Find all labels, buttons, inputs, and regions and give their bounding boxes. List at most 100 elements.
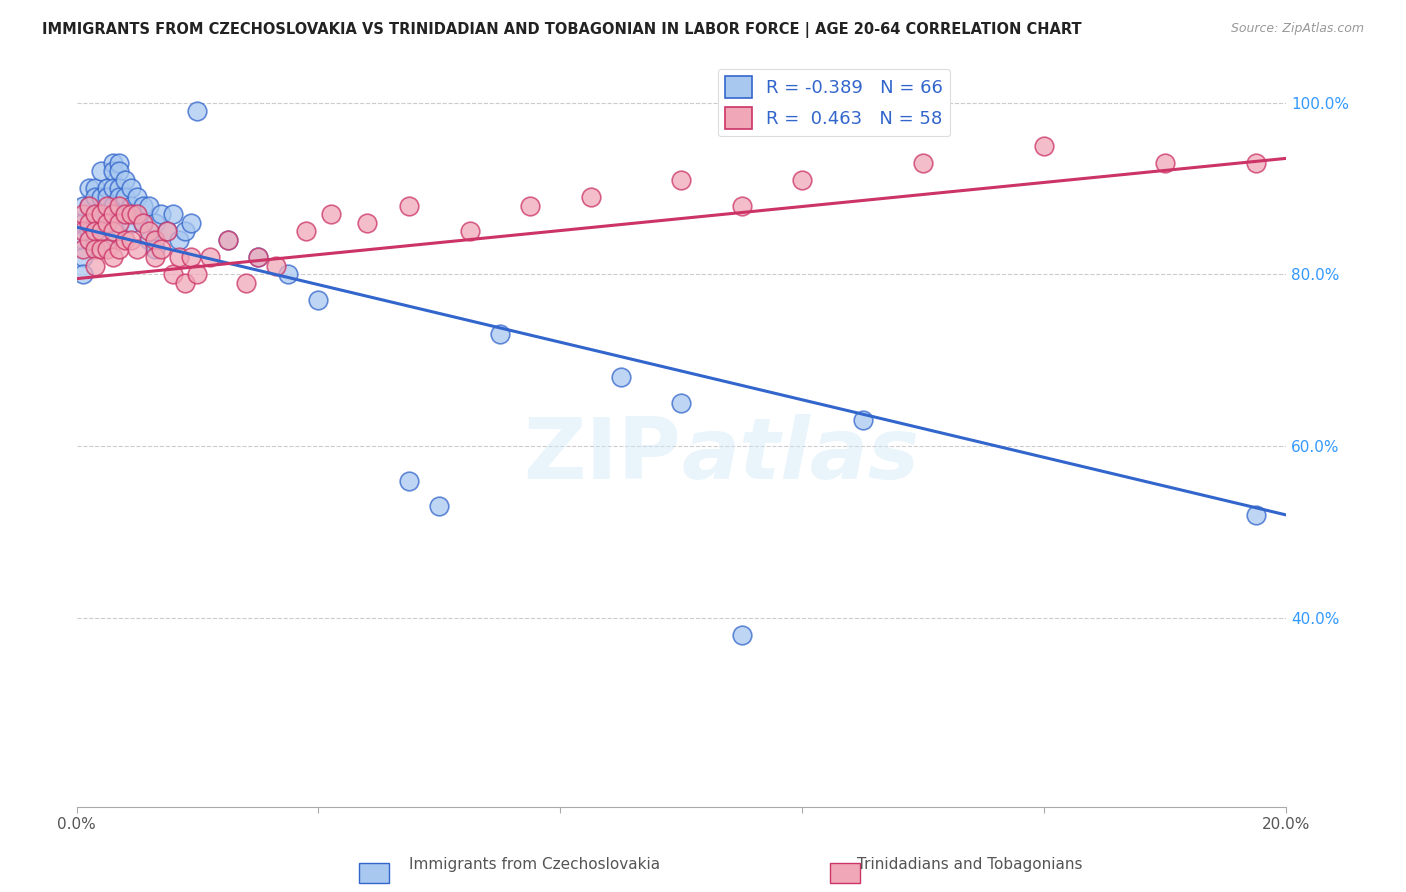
Point [72,216,94,230]
Point [77,199,100,213]
Point [156,224,179,238]
Point [912,155,935,169]
Text: Immigrants from Czechoslovakia: Immigrants from Czechoslovakia [409,857,659,872]
Point [162,268,184,282]
Point [143,242,166,256]
Point [96,216,118,230]
Point [96,181,118,195]
Point [72,199,94,213]
Point [101,181,124,195]
Point [114,207,136,221]
Point [108,190,131,204]
Point [132,199,155,213]
Point [398,199,420,213]
Text: atlas: atlas [682,414,920,497]
Text: Source: ZipAtlas.com: Source: ZipAtlas.com [1230,22,1364,36]
Point [83,207,105,221]
Point [180,216,202,230]
Text: Trinidadians and Tobagonians: Trinidadians and Tobagonians [858,857,1083,872]
Point [96,216,118,230]
Point [83,242,105,256]
Point [90,224,112,238]
Point [138,233,160,247]
Point [174,224,197,238]
Point [180,250,202,264]
Point [120,207,142,221]
Point [731,199,754,213]
Point [319,207,342,221]
Point [138,224,160,238]
Point [114,207,136,221]
Point [96,242,118,256]
Point [235,276,257,290]
Point [120,233,142,247]
Point [72,242,94,256]
Point [1154,155,1177,169]
Point [125,242,148,256]
Point [83,216,105,230]
Point [101,207,124,221]
Point [77,199,100,213]
Point [162,207,184,221]
Point [90,164,112,178]
Point [108,199,131,213]
Point [150,242,173,256]
Point [610,370,633,384]
Legend: R = -0.389   N = 66, R =  0.463   N = 58: R = -0.389 N = 66, R = 0.463 N = 58 [717,69,950,136]
Point [90,207,112,221]
Point [671,173,693,187]
Point [1244,508,1267,522]
Point [108,216,131,230]
Point [143,250,166,264]
Point [108,242,131,256]
Point [83,233,105,247]
Point [169,233,191,247]
Point [96,207,118,221]
Point [852,413,875,427]
Point [429,500,451,514]
Point [120,216,142,230]
Point [132,216,155,230]
Point [90,242,112,256]
Point [120,199,142,213]
Text: ZIP: ZIP [523,414,682,497]
Point [90,190,112,204]
Point [458,224,481,238]
Point [307,293,329,307]
Point [156,224,179,238]
Point [90,207,112,221]
Point [143,233,166,247]
Point [101,164,124,178]
Point [1033,138,1056,153]
Point [101,199,124,213]
Point [72,224,94,238]
Point [101,224,124,238]
Point [77,233,100,247]
Point [77,233,100,247]
Point [83,259,105,273]
Point [186,104,208,119]
Point [143,216,166,230]
Point [90,224,112,238]
Point [108,155,131,169]
Point [77,181,100,195]
Point [108,207,131,221]
Point [186,268,208,282]
Point [72,207,94,221]
Point [295,224,318,238]
Point [72,268,94,282]
Point [398,474,420,488]
Point [77,224,100,238]
Text: IMMIGRANTS FROM CZECHOSLOVAKIA VS TRINIDADIAN AND TOBAGONIAN IN LABOR FORCE | AG: IMMIGRANTS FROM CZECHOSLOVAKIA VS TRINID… [42,22,1081,38]
Point [217,233,239,247]
Point [96,190,118,204]
Point [579,190,602,204]
Point [101,155,124,169]
Point [150,207,173,221]
Point [108,164,131,178]
Point [169,250,191,264]
Point [83,207,105,221]
Point [792,173,814,187]
Point [83,181,105,195]
Point [138,199,160,213]
